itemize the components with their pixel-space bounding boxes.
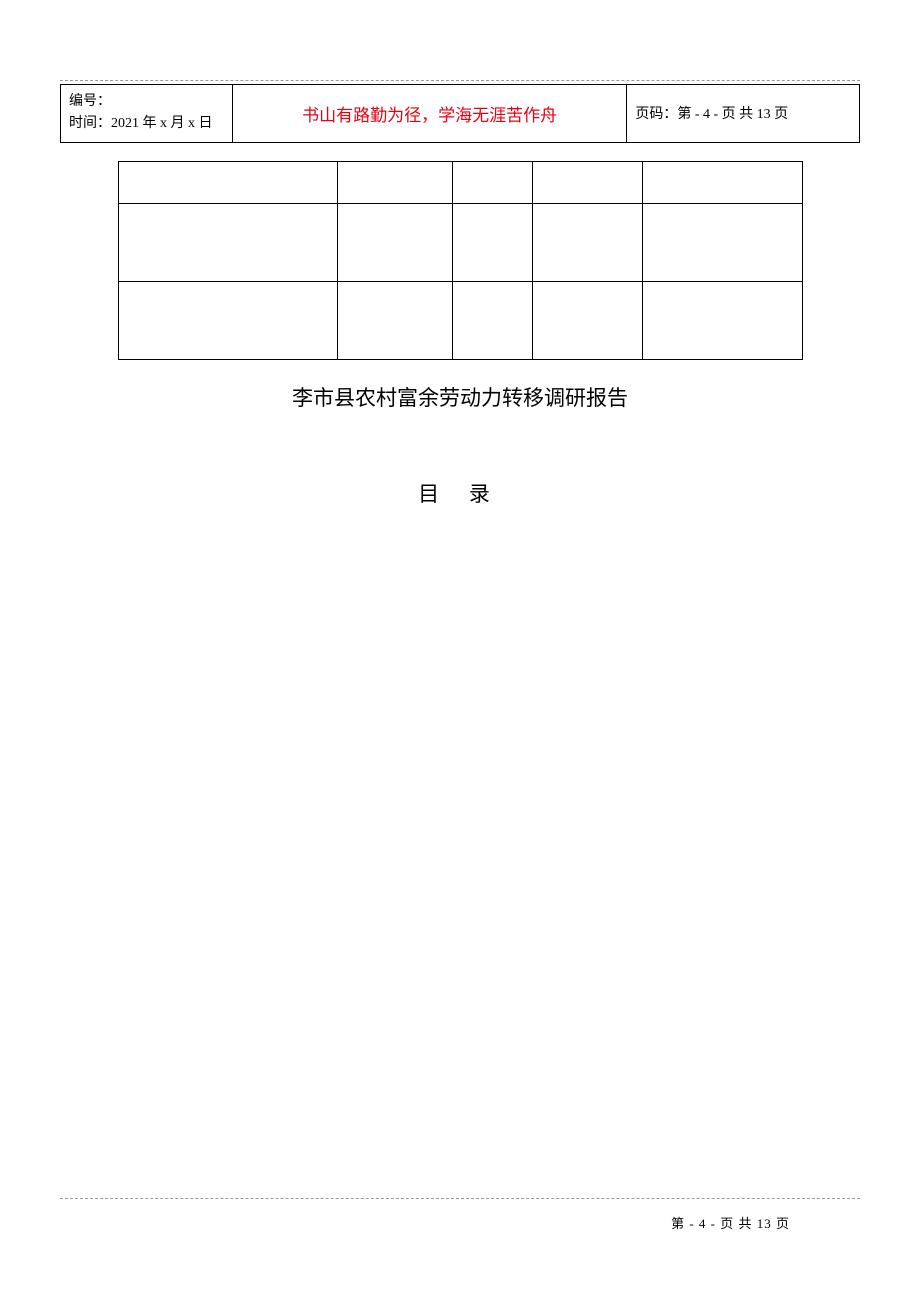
table-cell [532, 203, 642, 281]
table-cell [642, 161, 802, 203]
date-line: 时间：2021 年 x 月 x 日 [69, 113, 224, 135]
document-page: 编号： 时间：2021 年 x 月 x 日 书山有路勤为径，学海无涯苦作舟 页码… [0, 0, 920, 1302]
date-label: 时间： [69, 116, 111, 131]
bottom-horizontal-rule [60, 1198, 860, 1199]
table-cell [453, 203, 533, 281]
table-cell [338, 203, 453, 281]
table-cell [118, 281, 338, 359]
toc-heading: 目 录 [60, 478, 860, 508]
table-cell [118, 203, 338, 281]
table-row [118, 281, 802, 359]
page-footer: 第 - 4 - 页 共 13 页 [671, 1213, 790, 1232]
meta-left-cell: 编号： 时间：2021 年 x 月 x 日 [61, 85, 233, 143]
header-motto: 书山有路勤为径，学海无涯苦作舟 [302, 106, 557, 125]
table-cell [338, 281, 453, 359]
table-row [118, 161, 802, 203]
table-cell [338, 161, 453, 203]
table-row [118, 203, 802, 281]
table-cell [532, 281, 642, 359]
date-value: 2021 年 x 月 x 日 [111, 116, 213, 131]
meta-center-cell: 书山有路勤为径，学海无涯苦作舟 [232, 85, 626, 143]
table-cell [118, 161, 338, 203]
table-cell [453, 161, 533, 203]
page-code-label: 页码：第 - 4 - 页 共 13 页 [635, 107, 788, 122]
meta-right-cell: 页码：第 - 4 - 页 共 13 页 [627, 85, 860, 143]
header-meta-table: 编号： 时间：2021 年 x 月 x 日 书山有路勤为径，学海无涯苦作舟 页码… [60, 84, 860, 143]
table-cell [642, 281, 802, 359]
table-cell [453, 281, 533, 359]
serial-number-label: 编号： [69, 91, 224, 113]
top-horizontal-rule [60, 80, 860, 81]
table-cell [532, 161, 642, 203]
content-empty-table [118, 161, 803, 360]
table-cell [642, 203, 802, 281]
document-title: 李市县农村富余劳动力转移调研报告 [60, 382, 860, 412]
